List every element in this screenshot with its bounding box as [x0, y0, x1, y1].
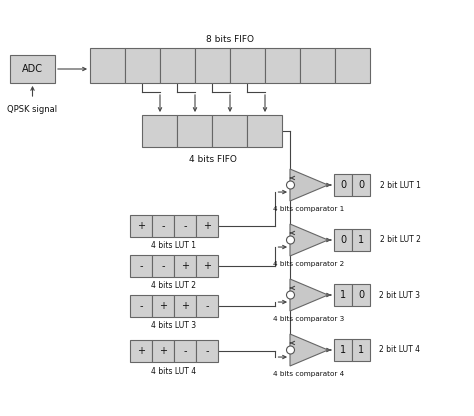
Text: +: + — [159, 346, 167, 356]
Circle shape — [286, 236, 294, 244]
Text: 4 bits comparator 4: 4 bits comparator 4 — [273, 371, 345, 377]
Bar — [212, 115, 247, 147]
Text: 4 bits LUT 1: 4 bits LUT 1 — [152, 242, 197, 250]
Bar — [130, 215, 152, 237]
Text: 2 bit LUT 1: 2 bit LUT 1 — [380, 181, 420, 190]
Polygon shape — [290, 334, 328, 366]
Bar — [265, 48, 300, 83]
Text: 0: 0 — [340, 180, 346, 190]
Text: 0: 0 — [340, 235, 346, 245]
Bar — [196, 340, 218, 362]
Bar — [230, 48, 265, 83]
Bar — [196, 295, 218, 317]
Polygon shape — [290, 169, 328, 201]
Text: 8 bits FIFO: 8 bits FIFO — [206, 35, 254, 45]
Text: 4 bits LUT 4: 4 bits LUT 4 — [151, 366, 197, 376]
Bar — [334, 174, 352, 196]
Text: 1: 1 — [358, 235, 364, 245]
Bar — [130, 255, 152, 277]
Text: +: + — [137, 221, 145, 231]
Bar — [174, 340, 196, 362]
Circle shape — [286, 181, 294, 189]
Text: 2 bit LUT 2: 2 bit LUT 2 — [380, 235, 420, 245]
Bar — [352, 339, 370, 361]
Text: 2 bit LUT 4: 2 bit LUT 4 — [380, 346, 420, 354]
Text: -: - — [183, 346, 187, 356]
Bar — [300, 48, 335, 83]
Bar — [160, 48, 195, 83]
Text: 4 bits comparator 1: 4 bits comparator 1 — [273, 206, 345, 212]
Bar — [352, 174, 370, 196]
Bar — [152, 295, 174, 317]
Bar — [352, 284, 370, 306]
Bar — [174, 295, 196, 317]
Text: 1: 1 — [340, 345, 346, 355]
Text: +: + — [159, 301, 167, 311]
Bar — [143, 115, 177, 147]
Bar — [90, 48, 125, 83]
Circle shape — [286, 346, 294, 354]
Bar — [177, 115, 212, 147]
Bar — [125, 48, 160, 83]
Text: 0: 0 — [358, 290, 364, 300]
Circle shape — [286, 291, 294, 299]
Text: 1: 1 — [340, 290, 346, 300]
Text: 4 bits LUT 3: 4 bits LUT 3 — [151, 322, 197, 330]
Bar — [152, 340, 174, 362]
Bar — [152, 215, 174, 237]
Text: 4 bits comparator 3: 4 bits comparator 3 — [273, 316, 345, 322]
Text: ADC: ADC — [22, 64, 43, 74]
Text: +: + — [203, 261, 211, 271]
Text: 0: 0 — [358, 180, 364, 190]
Bar — [10, 55, 55, 83]
Bar — [130, 340, 152, 362]
Bar — [174, 255, 196, 277]
Polygon shape — [290, 224, 328, 256]
Text: +: + — [181, 301, 189, 311]
Bar — [174, 215, 196, 237]
Text: -: - — [161, 261, 165, 271]
Text: 4 bits LUT 2: 4 bits LUT 2 — [152, 282, 197, 290]
Bar — [352, 229, 370, 251]
Text: QPSK signal: QPSK signal — [8, 104, 57, 114]
Text: 2 bit LUT 3: 2 bit LUT 3 — [380, 290, 420, 300]
Text: 4 bits FIFO: 4 bits FIFO — [189, 154, 237, 163]
Text: -: - — [183, 221, 187, 231]
Bar — [152, 255, 174, 277]
Bar — [334, 229, 352, 251]
Bar — [334, 339, 352, 361]
Text: 1: 1 — [358, 345, 364, 355]
Text: -: - — [161, 221, 165, 231]
Text: -: - — [139, 261, 143, 271]
Text: +: + — [203, 221, 211, 231]
Bar — [195, 48, 230, 83]
Bar — [130, 295, 152, 317]
Text: -: - — [205, 301, 209, 311]
Text: +: + — [137, 346, 145, 356]
Bar — [335, 48, 370, 83]
Text: -: - — [139, 301, 143, 311]
Bar — [196, 255, 218, 277]
Text: +: + — [181, 261, 189, 271]
Bar — [334, 284, 352, 306]
Bar — [196, 215, 218, 237]
Bar — [247, 115, 283, 147]
Text: 4 bits comparator 2: 4 bits comparator 2 — [273, 261, 345, 267]
Text: -: - — [205, 346, 209, 356]
Polygon shape — [290, 279, 328, 311]
